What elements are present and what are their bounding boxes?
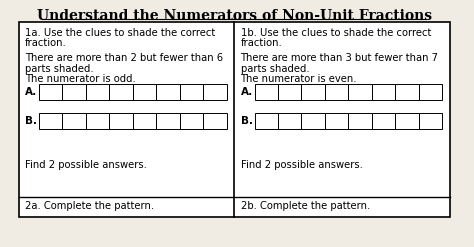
Bar (372, 113, 395, 129)
Bar (395, 84, 419, 100)
Text: fraction.: fraction. (25, 39, 67, 48)
Bar (348, 113, 372, 129)
Bar (419, 84, 442, 100)
Bar (325, 113, 348, 129)
Text: Find 2 possible answers.: Find 2 possible answers. (241, 160, 363, 170)
Bar (372, 84, 395, 100)
Bar (39, 84, 63, 100)
Bar (325, 84, 348, 100)
Bar (133, 84, 156, 100)
Text: A.: A. (241, 87, 253, 97)
Text: 2a. Complete the pattern.: 2a. Complete the pattern. (25, 201, 154, 211)
Bar (86, 84, 109, 100)
Bar (419, 113, 442, 129)
Bar (156, 113, 180, 129)
Bar (133, 113, 156, 129)
Bar (109, 84, 133, 100)
Text: The numerator is even.: The numerator is even. (241, 74, 357, 84)
Bar (63, 84, 86, 100)
Bar (39, 113, 63, 129)
Text: 2b. Complete the pattern.: 2b. Complete the pattern. (241, 201, 370, 211)
Text: Understand the Numerators of Non-Unit Fractions: Understand the Numerators of Non-Unit Fr… (36, 9, 432, 23)
Bar (203, 113, 227, 129)
Bar (156, 84, 180, 100)
Bar (255, 113, 278, 129)
Text: The numerator is odd.: The numerator is odd. (25, 74, 136, 84)
Bar (278, 84, 301, 100)
Bar (18, 22, 450, 217)
Text: Find 2 possible answers.: Find 2 possible answers. (25, 160, 147, 170)
Text: There are more than 3 but fewer than 7: There are more than 3 but fewer than 7 (241, 53, 438, 63)
Bar (63, 113, 86, 129)
Bar (348, 84, 372, 100)
Bar (278, 113, 301, 129)
Bar (109, 113, 133, 129)
Text: A.: A. (25, 87, 37, 97)
Text: 1a. Use the clues to shade the correct: 1a. Use the clues to shade the correct (25, 28, 215, 38)
Bar (395, 113, 419, 129)
Bar (203, 84, 227, 100)
Text: 1b. Use the clues to shade the correct: 1b. Use the clues to shade the correct (241, 28, 431, 38)
Bar (301, 84, 325, 100)
Text: B.: B. (25, 116, 37, 126)
Bar (86, 113, 109, 129)
Text: B.: B. (241, 116, 253, 126)
Bar (255, 84, 278, 100)
Bar (301, 113, 325, 129)
Text: parts shaded.: parts shaded. (25, 63, 94, 74)
Text: fraction.: fraction. (241, 39, 283, 48)
Bar (180, 84, 203, 100)
Text: There are more than 2 but fewer than 6: There are more than 2 but fewer than 6 (25, 53, 223, 63)
Text: parts shaded.: parts shaded. (241, 63, 309, 74)
Bar (180, 113, 203, 129)
